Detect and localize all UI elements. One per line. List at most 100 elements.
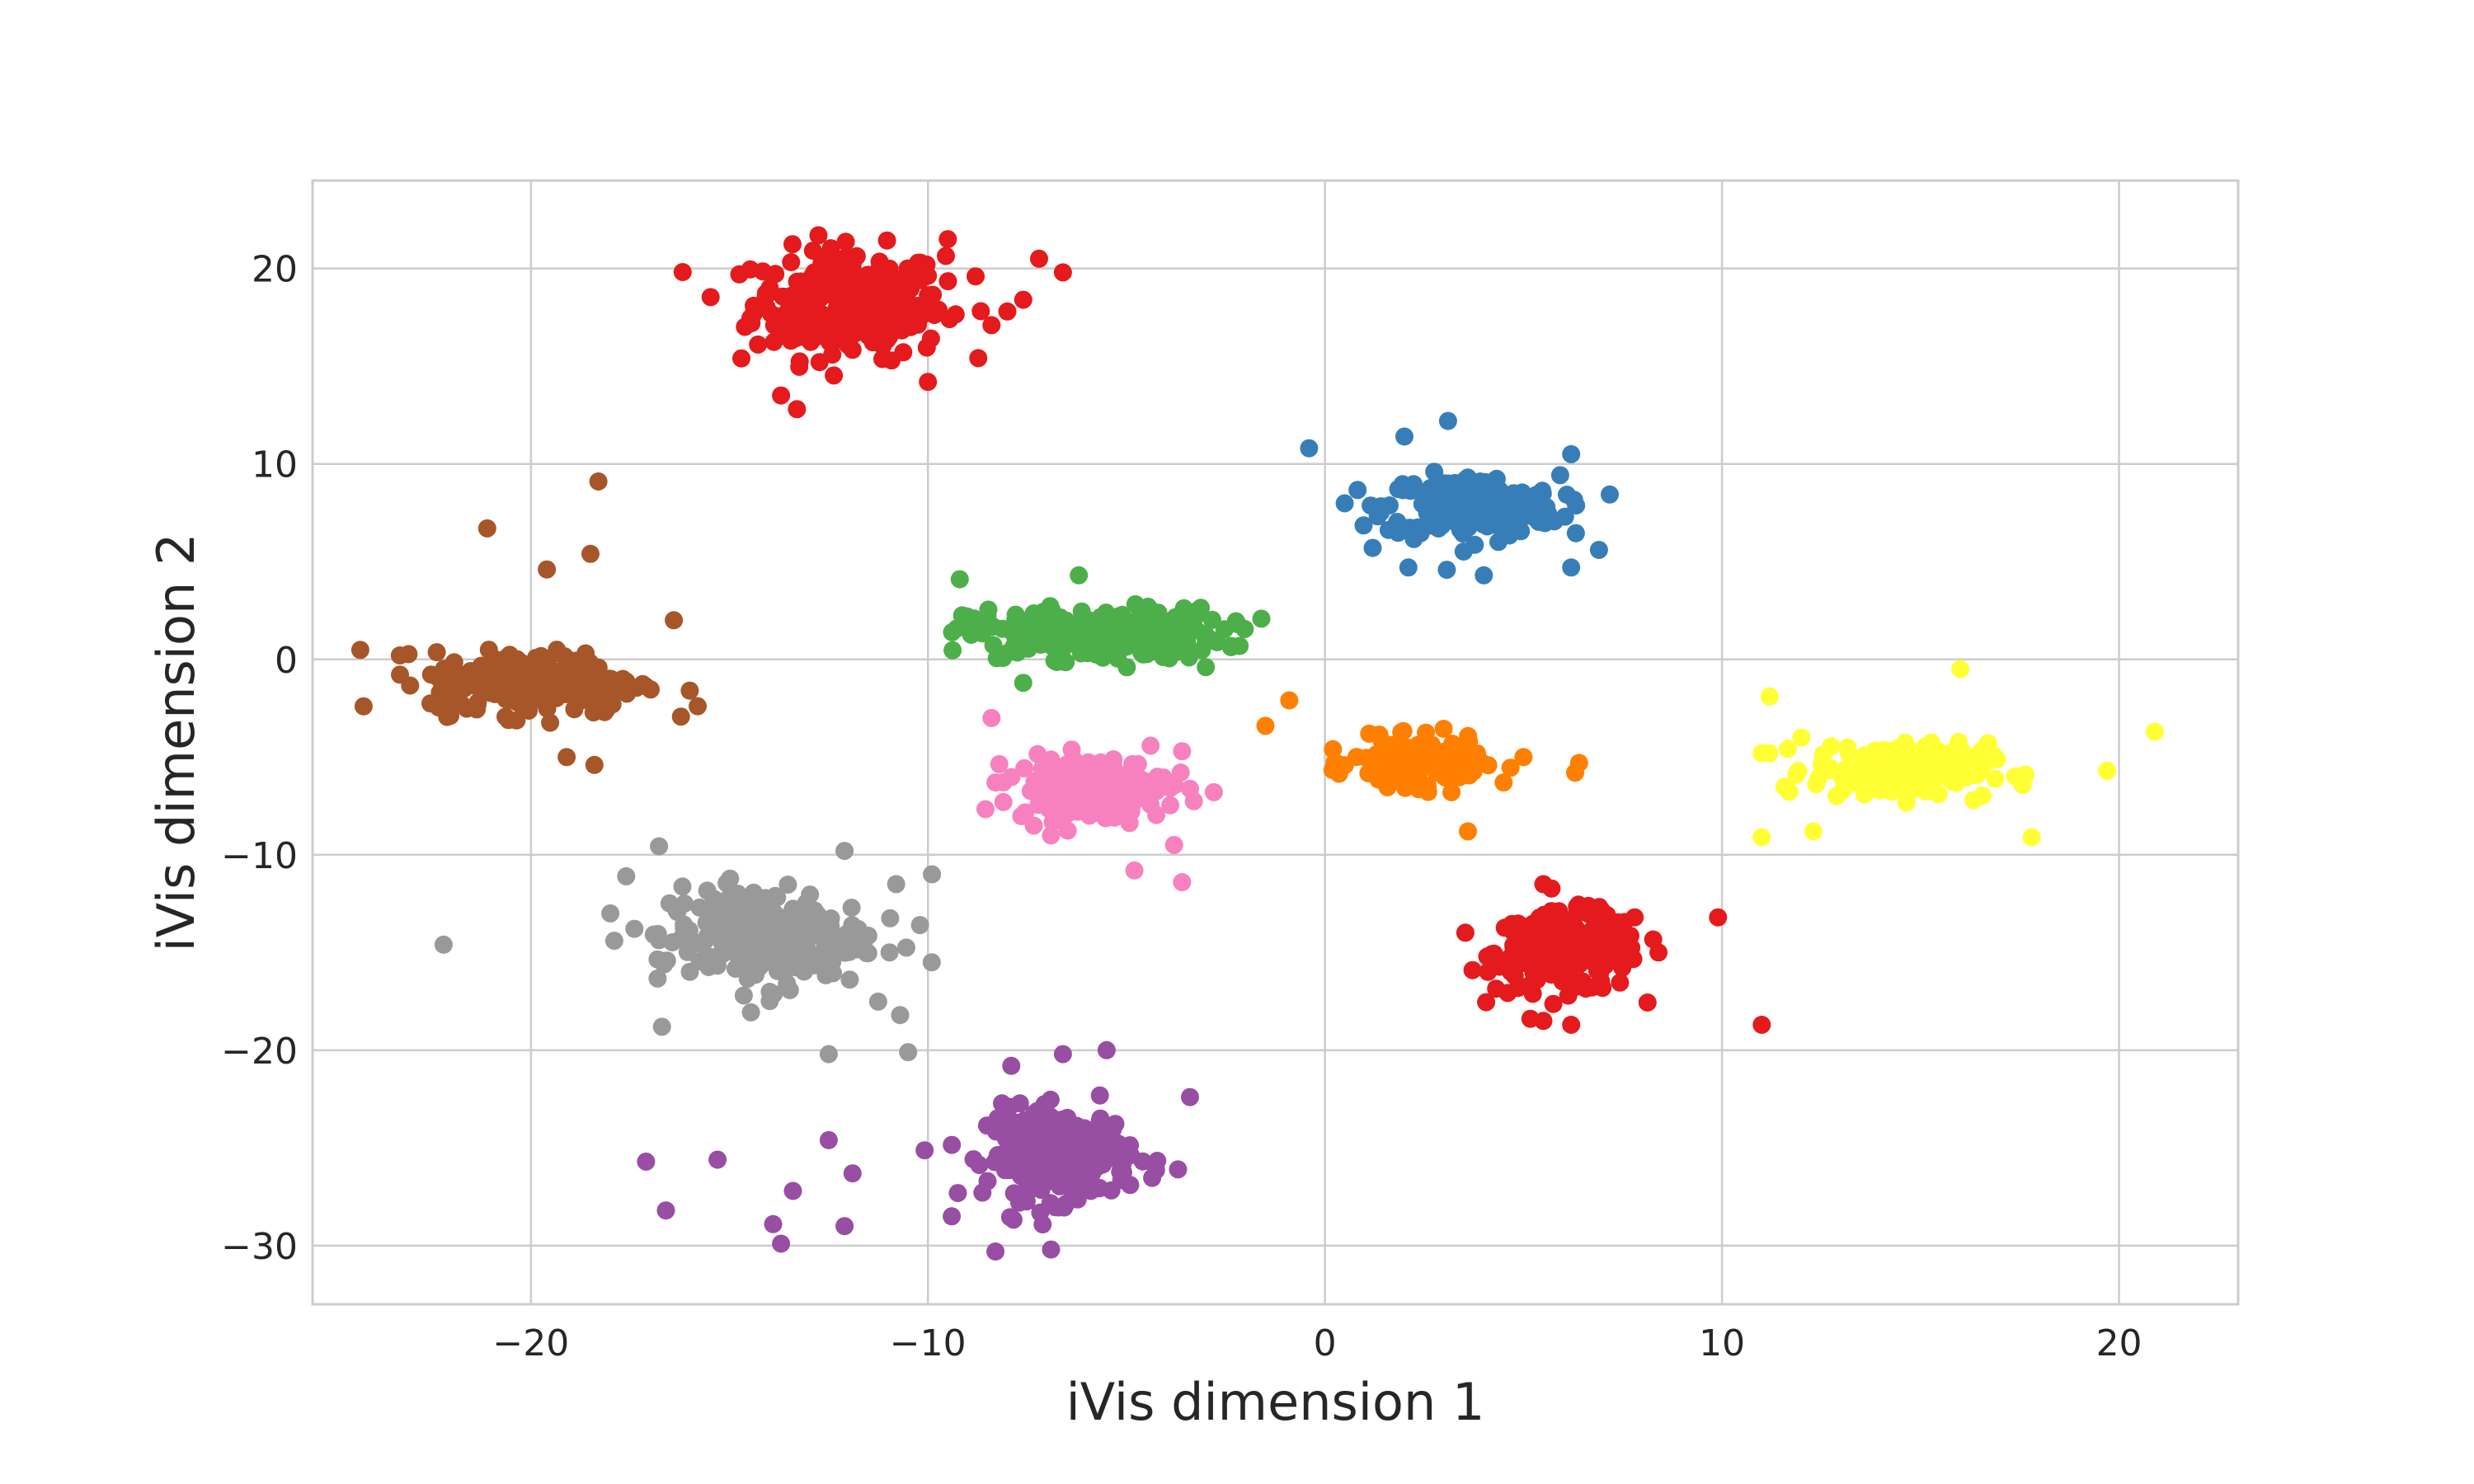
series-4 <box>1256 691 1588 841</box>
data-point <box>938 230 957 249</box>
data-point <box>1442 485 1461 504</box>
data-point <box>571 691 590 710</box>
data-point <box>1593 979 1612 998</box>
data-point <box>788 400 807 419</box>
series-5 <box>1752 660 2164 847</box>
data-point <box>1463 960 1482 979</box>
data-point <box>1509 519 1528 538</box>
data-point <box>1122 802 1141 821</box>
data-point <box>1354 516 1373 535</box>
data-point <box>665 611 684 630</box>
data-point <box>1121 1176 1140 1195</box>
data-point <box>1393 770 1412 789</box>
data-point <box>1146 1161 1165 1180</box>
data-point <box>457 699 476 718</box>
data-point <box>477 519 496 538</box>
data-point <box>1438 411 1457 430</box>
data-point <box>515 697 534 716</box>
data-point <box>803 242 822 261</box>
data-point <box>843 269 862 288</box>
data-point <box>1252 609 1271 628</box>
data-point <box>1021 782 1040 801</box>
data-point <box>1097 1040 1116 1059</box>
data-point <box>1510 937 1529 956</box>
data-point <box>1090 1086 1109 1105</box>
data-point <box>1813 755 1831 774</box>
data-point <box>750 957 769 976</box>
data-point <box>760 983 779 1001</box>
data-point <box>976 800 995 819</box>
data-point <box>1459 822 1477 841</box>
data-point <box>1944 773 1963 791</box>
data-point <box>538 560 557 579</box>
data-point <box>1030 249 1048 268</box>
data-point <box>625 919 644 938</box>
data-point <box>1434 720 1453 738</box>
data-point <box>1841 773 1860 792</box>
data-point <box>421 665 440 684</box>
data-point <box>1780 782 1799 801</box>
data-point <box>891 301 910 320</box>
data-point <box>774 288 793 306</box>
y-tick-label: 0 <box>275 640 298 682</box>
y-axis-label: iVis dimension 2 <box>146 533 206 952</box>
data-point <box>1097 603 1116 622</box>
data-point <box>617 866 636 885</box>
data-point <box>950 570 969 589</box>
data-point <box>513 657 532 676</box>
data-point <box>1752 1016 1771 1034</box>
data-point <box>993 619 1012 638</box>
data-point <box>1467 746 1486 765</box>
data-point <box>1002 768 1021 787</box>
data-point <box>830 270 848 289</box>
series-7 <box>976 708 1223 891</box>
data-point <box>1112 1141 1131 1159</box>
data-point <box>843 340 862 359</box>
data-point <box>868 992 887 1011</box>
data-point <box>698 881 717 900</box>
data-point <box>778 876 797 894</box>
data-point <box>768 961 787 980</box>
data-point <box>1094 648 1112 667</box>
data-point <box>601 904 620 923</box>
data-point <box>1221 638 1240 656</box>
data-point <box>521 679 540 698</box>
y-tick-label: 20 <box>252 249 298 291</box>
data-point <box>1709 908 1728 927</box>
data-point <box>729 904 748 923</box>
data-point <box>391 665 409 684</box>
data-point <box>1601 485 1619 504</box>
data-point <box>780 935 799 954</box>
data-point <box>917 338 936 357</box>
data-point <box>943 1207 962 1226</box>
data-point <box>532 646 551 665</box>
data-point <box>652 1017 671 1036</box>
data-point <box>648 969 667 988</box>
data-point <box>1935 757 1954 776</box>
data-point <box>1475 512 1494 530</box>
data-point <box>1967 766 1986 785</box>
data-point <box>1550 466 1569 485</box>
data-point <box>922 953 941 972</box>
data-point <box>589 472 608 491</box>
data-point <box>1566 763 1584 782</box>
data-point <box>769 307 788 326</box>
data-point <box>964 1150 983 1169</box>
data-point <box>830 289 849 308</box>
data-point <box>801 885 820 904</box>
data-point <box>738 970 757 989</box>
data-point <box>943 641 962 660</box>
data-point <box>1134 645 1153 664</box>
data-point <box>987 1118 1006 1137</box>
data-point <box>557 748 576 767</box>
data-point <box>1395 427 1413 446</box>
series-2 <box>943 566 1271 693</box>
y-tick-label: 10 <box>252 444 298 486</box>
data-point <box>1487 469 1506 488</box>
data-point <box>830 252 849 271</box>
data-point <box>1392 723 1411 742</box>
data-point <box>1378 777 1397 796</box>
data-point <box>790 357 809 376</box>
data-point <box>703 897 722 916</box>
data-point <box>1792 728 1811 747</box>
